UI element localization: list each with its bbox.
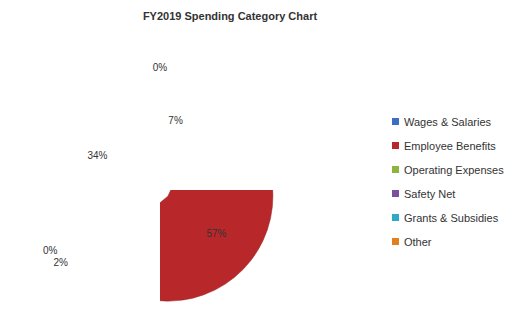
data-label: 7% [168,115,183,126]
slices [160,190,273,301]
legend-label: Employee Benefits [404,140,496,152]
legend: Wages & Salaries Employee Benefits Operati… [392,116,504,248]
title: FY2019 Spending Category Chart [143,10,318,22]
data-label: 0% [43,245,58,256]
legend-swatch [392,118,399,125]
legend-item: Safety Net [392,188,455,200]
legend-label: Other [404,236,432,248]
legend-item: Other [392,236,432,248]
data-label: 34% [87,150,107,161]
legend-item: Wages & Salaries [392,116,492,128]
data-label: 57% [206,228,226,239]
data-label: 0% [153,62,168,73]
legend-swatch [392,238,399,245]
legend-item: Operating Expenses [392,164,504,176]
legend-item: Grants & Subsidies [392,212,499,224]
chart: FY2019 Spending Category Chart7%57%2%0%3… [0,0,522,335]
legend-swatch [392,166,399,173]
legend-item: Employee Benefits [392,140,496,152]
legend-label: Safety Net [404,188,455,200]
data-label: 2% [53,257,68,268]
data-labels: 7%57%2%0%34%0% [43,62,226,268]
slice [160,190,273,301]
legend-swatch [392,142,399,149]
legend-swatch [392,190,399,197]
legend-label: Operating Expenses [404,164,504,176]
legend-label: Grants & Subsidies [404,212,499,224]
legend-label: Wages & Salaries [404,116,492,128]
legend-swatch [392,214,399,221]
